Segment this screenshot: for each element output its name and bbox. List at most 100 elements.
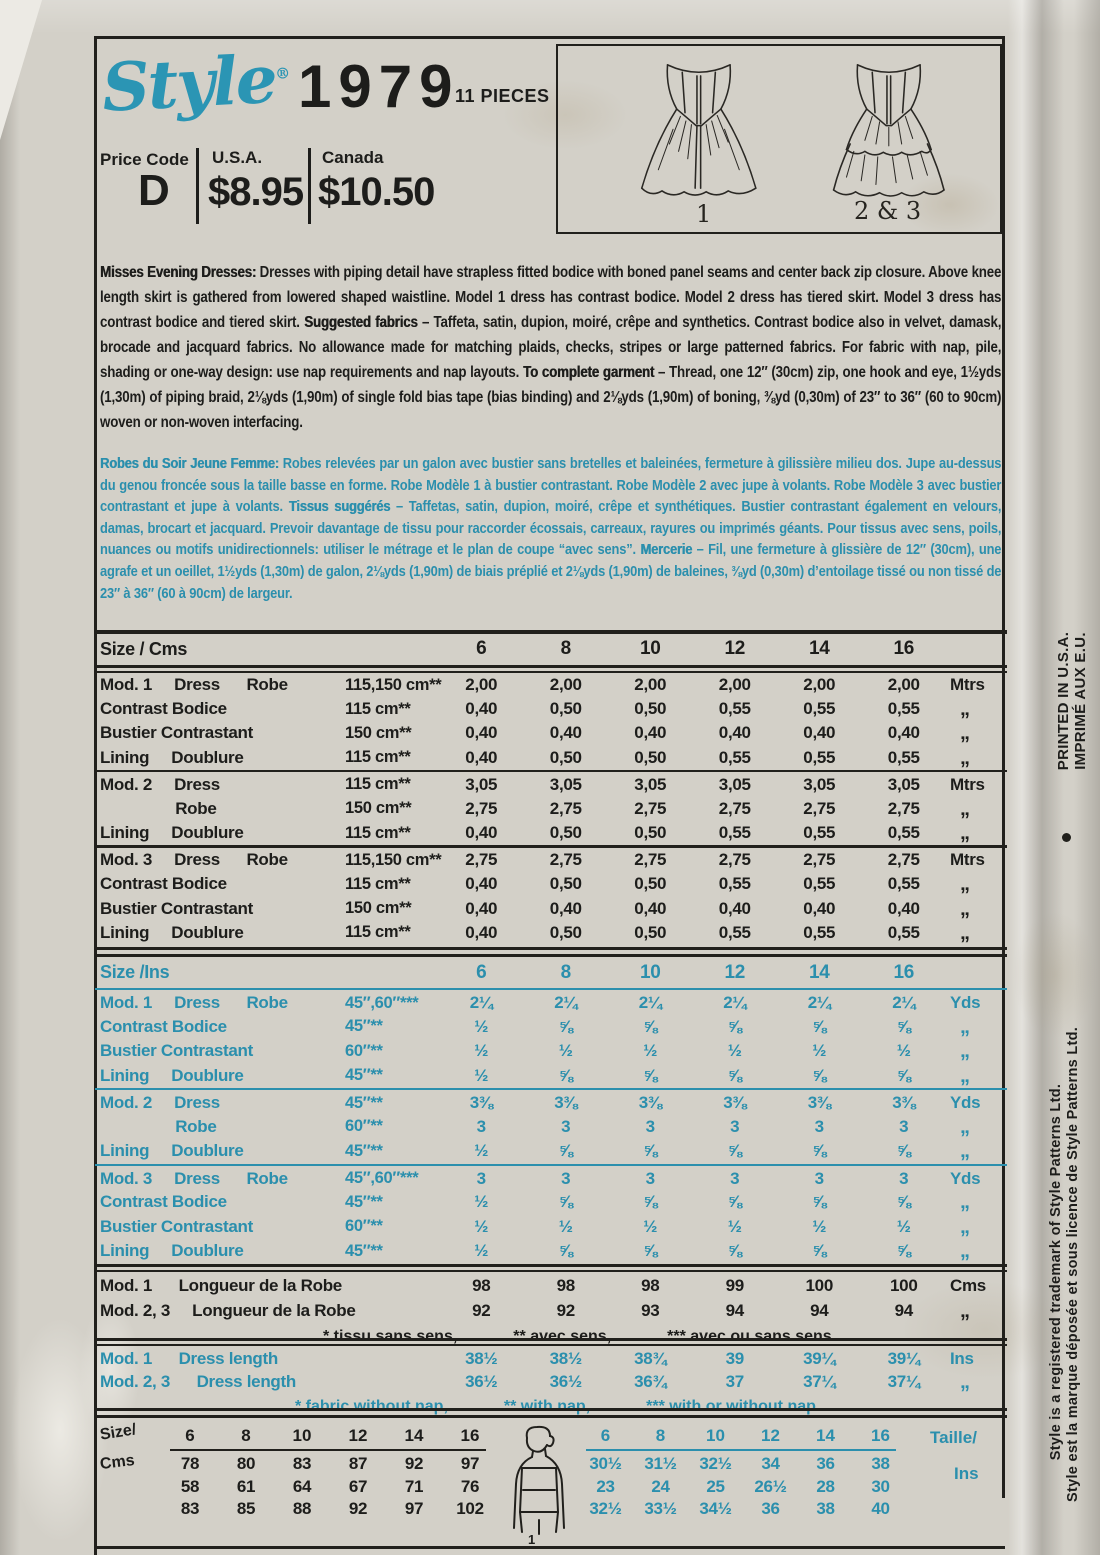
dress-length-row: Mod. 1 Dress length 38½ 38½ 38¾ 39 39¼ 39¼ Ins bbox=[95, 1346, 1007, 1370]
yardage-value: 2,75 bbox=[634, 798, 667, 818]
yardage-value: 0,40 bbox=[803, 898, 836, 918]
yardage-value: 0,50 bbox=[549, 922, 582, 942]
unit-label: „ bbox=[960, 897, 970, 920]
frame-left-rule bbox=[94, 36, 97, 1555]
yardage-row: Lining Doublure 115 cm** 0,40 0,50 0,50 0,55 0… bbox=[95, 821, 1007, 845]
length-value: 38½ bbox=[549, 1348, 582, 1368]
bottom-ins-label: Ins bbox=[954, 1464, 979, 1483]
trademark-text: Style is a registered trademark of Style… bbox=[1048, 1027, 1082, 1502]
measurement-value: 64 bbox=[292, 1476, 312, 1496]
measurement-value: 85 bbox=[236, 1499, 256, 1519]
measurement-value: 97 bbox=[404, 1499, 424, 1519]
fabric-width: 60″** bbox=[345, 1041, 383, 1060]
yardage-value: 0,55 bbox=[803, 747, 836, 767]
measurement-value: 102 bbox=[456, 1499, 484, 1519]
yardage-value: 0,40 bbox=[465, 898, 498, 918]
yardage-value: 0,55 bbox=[887, 699, 920, 719]
yardage-row: Bustier Contrastant 60″** ½ ½ ½ ½ ½ ½ „ bbox=[95, 1039, 1007, 1063]
yardage-value: 2,75 bbox=[634, 850, 667, 870]
imperial-group-mod2: Mod. 2 Dress 45″** 3⅜ 3⅜ 3⅜ 3⅜ 3⅜ 3⅜ Yds Robe 60″… bbox=[95, 1090, 1007, 1163]
yardage-value: 0,55 bbox=[718, 747, 751, 767]
yardage-value: 0,40 bbox=[465, 823, 498, 843]
table-rule bbox=[95, 845, 1007, 848]
yardage-value: ½ bbox=[474, 1016, 489, 1036]
yardage-value: ⅝ bbox=[812, 1016, 827, 1036]
yardage-value: ⅝ bbox=[896, 1016, 911, 1036]
length-value: 37¼ bbox=[887, 1372, 920, 1391]
yardage-row: Mod. 1 Dress Robe 45″,60″*** 2¼ 2¼ 2¼ 2¼ 2¼ 2¼ Y… bbox=[95, 990, 1007, 1014]
row-label: Robe bbox=[100, 798, 217, 818]
bottom-cm-label: Cms bbox=[99, 1451, 136, 1474]
length-value: 100 bbox=[805, 1275, 834, 1295]
yardage-value: 2,75 bbox=[718, 850, 751, 870]
desc-en-text-3: – Thread, one 12″ (30cm) zip, one hook a… bbox=[100, 364, 1002, 431]
yardage-value: 0,55 bbox=[718, 922, 751, 942]
yardage-value: ½ bbox=[474, 1065, 489, 1085]
imprime-line: IMPRIMÉ AUX E.U. bbox=[1072, 632, 1089, 770]
dress-1-drawing bbox=[640, 64, 757, 196]
measurement-value: 33½ bbox=[644, 1499, 677, 1519]
measurement-value: 76 bbox=[460, 1476, 480, 1496]
table-title: Size /Ins bbox=[100, 962, 170, 982]
row-label: Mod. 2, 3 Dress length bbox=[100, 1372, 296, 1391]
length-value: 100 bbox=[890, 1275, 918, 1295]
row-label: Bustier Contrastant bbox=[100, 898, 253, 918]
size-column-header: 14 bbox=[808, 961, 830, 983]
unit-label: „ bbox=[960, 722, 970, 745]
measurement-value: 83 bbox=[292, 1454, 312, 1474]
size-column-header: 8 bbox=[560, 638, 572, 659]
yardage-row: Contrast Bodice 45″** ½ ⅝ ⅝ ⅝ ⅝ ⅝ „ bbox=[95, 1015, 1007, 1039]
desc-fr-text-2: – Taffetas, satin, dupion, moiré, crêpe … bbox=[100, 498, 1002, 559]
yardage-value: 0,55 bbox=[887, 922, 920, 942]
length-value: 36½ bbox=[465, 1372, 498, 1391]
unit-label: Yds bbox=[950, 1093, 981, 1113]
length-value: 99 bbox=[725, 1275, 745, 1295]
figure-view-label: 1 bbox=[528, 1532, 536, 1547]
table-rule-teal bbox=[95, 1087, 1007, 1091]
row-label: Mod. 2, 3 Longueur de la Robe bbox=[100, 1301, 356, 1320]
size-column-header: 10 bbox=[639, 961, 661, 983]
unit-label: „ bbox=[960, 1240, 970, 1263]
yardage-value: 2,00 bbox=[803, 675, 836, 695]
length-value: 37 bbox=[725, 1372, 745, 1391]
yardage-value: ⅝ bbox=[643, 1016, 658, 1036]
unit-label: „ bbox=[960, 1191, 970, 1214]
table-title: Size / Cms bbox=[100, 638, 188, 659]
measurement-value: 92 bbox=[404, 1454, 424, 1474]
yardage-value: 3⅜ bbox=[807, 1093, 831, 1113]
fabric-width: 45″,60″*** bbox=[345, 993, 419, 1012]
yardage-value: 2¼ bbox=[807, 993, 831, 1013]
view-1-label: 1 bbox=[696, 200, 712, 228]
row-label: Mod. 3 Dress Robe bbox=[100, 1168, 288, 1188]
figure-icon bbox=[513, 1425, 565, 1535]
fabric-width: 115 cm** bbox=[345, 699, 411, 718]
fabric-width: 115 cm** bbox=[345, 775, 411, 794]
size-column-header: 8 bbox=[241, 1426, 251, 1445]
yardage-value: ⅝ bbox=[812, 1241, 827, 1261]
yardage-value: ⅝ bbox=[727, 1065, 742, 1085]
yardage-value: 0,40 bbox=[465, 723, 498, 743]
measurement-value: 80 bbox=[236, 1454, 256, 1474]
fabric-width: 115 cm** bbox=[345, 823, 411, 842]
yardage-value: 0,55 bbox=[887, 823, 920, 843]
yardage-value: 3 bbox=[899, 1168, 909, 1188]
dress-length-row: Mod. 2, 3 Longueur de la Robe 92 92 93 94 94 9… bbox=[95, 1298, 1007, 1324]
yardage-value: 0,55 bbox=[803, 823, 836, 843]
length-value: 36½ bbox=[549, 1372, 582, 1391]
yardage-row: Contrast Bodice 115 cm** 0,40 0,50 0,50 0,55 0… bbox=[95, 697, 1007, 721]
fabric-width: 115 cm** bbox=[345, 923, 411, 942]
unit-label: „ bbox=[960, 822, 970, 845]
measurement-value: 78 bbox=[180, 1454, 200, 1474]
yardage-value: 2¼ bbox=[638, 993, 662, 1013]
size-column-header: 6 bbox=[185, 1426, 195, 1445]
yardage-row: Bustier Contrastant 150 cm** 0,40 0,40 0,40 0… bbox=[95, 896, 1007, 920]
fabric-width: 60″** bbox=[345, 1117, 383, 1136]
measurement-value: 28 bbox=[816, 1476, 835, 1496]
fabric-width: 60″** bbox=[345, 1217, 383, 1236]
yardage-value: 0,40 bbox=[634, 723, 667, 743]
description-english: Misses Evening Dresses: Dresses with pip… bbox=[100, 260, 1001, 435]
yardage-value: ½ bbox=[474, 1241, 489, 1261]
unit-label: „ bbox=[960, 1140, 970, 1163]
size-column-header: 10 bbox=[706, 1426, 725, 1445]
yardage-value: 3⅜ bbox=[469, 1093, 493, 1113]
